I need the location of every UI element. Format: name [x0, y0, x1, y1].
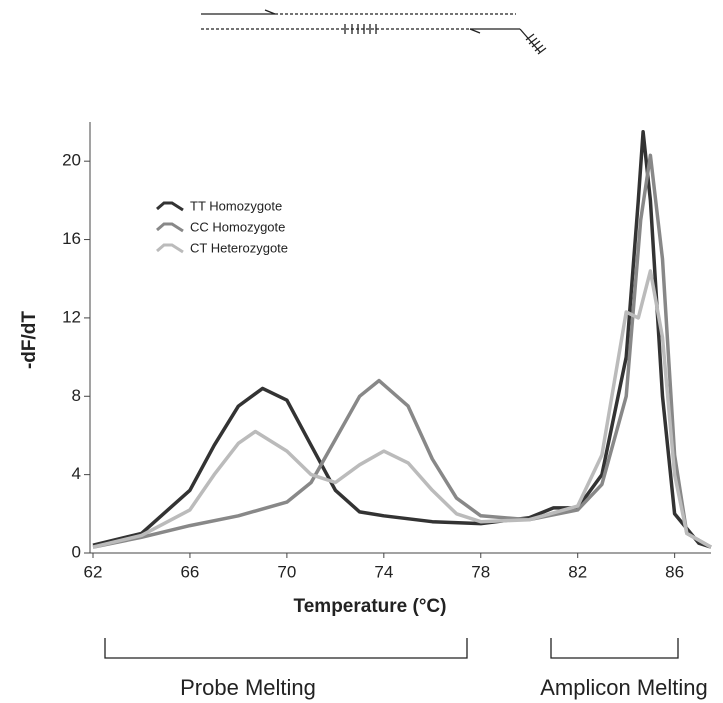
y-tick-label: 12 — [62, 307, 81, 326]
x-axis-title: Temperature (°C) — [294, 596, 447, 617]
annotation: Probe Melting — [180, 675, 316, 700]
legend-label: TT Homozygote — [190, 198, 282, 213]
y-tick-label: 20 — [62, 151, 81, 170]
brackets — [104, 638, 679, 659]
x-tick-label: 66 — [180, 562, 199, 581]
series-line — [92, 153, 712, 549]
legend-swatch — [156, 222, 184, 233]
x-tick-label: 74 — [374, 562, 393, 581]
series-line — [92, 130, 712, 549]
x-tick-label: 82 — [568, 562, 587, 581]
x-tick-label: 78 — [471, 562, 490, 581]
x-tick-label: 86 — [665, 562, 684, 581]
y-tick-label: 16 — [62, 229, 81, 248]
x-tick-label: 70 — [277, 562, 296, 581]
legend-swatch — [156, 201, 184, 212]
series-line — [92, 269, 712, 549]
legend-label: CC Homozygote — [190, 219, 285, 234]
y-tick-label: 0 — [72, 542, 81, 561]
legend-swatch — [156, 243, 184, 254]
annotation: Amplicon Melting — [540, 675, 708, 700]
y-tick-label: 8 — [72, 386, 81, 405]
legend-label: CT Heterozygote — [190, 240, 288, 255]
y-axis-title: -dF/dT — [19, 311, 40, 369]
y-tick-label: 4 — [72, 464, 81, 483]
x-tick-label: 62 — [84, 562, 103, 581]
schematic — [201, 9, 547, 55]
